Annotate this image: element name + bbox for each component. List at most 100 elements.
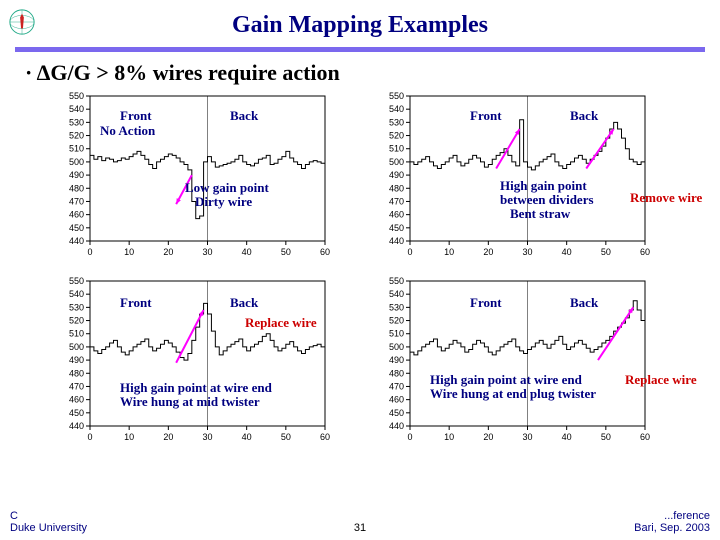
svg-text:520: 520 [69,131,84,141]
svg-text:440: 440 [69,236,84,246]
svg-text:530: 530 [389,117,404,127]
label-bl-midtwister: Wire hung at mid twister [120,395,260,409]
svg-text:470: 470 [389,381,404,391]
svg-text:480: 480 [69,368,84,378]
svg-text:460: 460 [69,395,84,405]
svg-text:0: 0 [87,247,92,257]
chart-bottom-left: 4404504604704804905005105205305405500102… [50,276,330,446]
svg-text:510: 510 [69,329,84,339]
svg-text:30: 30 [522,247,532,257]
svg-text:480: 480 [389,183,404,193]
label-br-endtwister: Wire hung at end plug twister [430,387,596,401]
svg-text:470: 470 [389,196,404,206]
svg-text:50: 50 [281,432,291,442]
svg-text:460: 460 [389,210,404,220]
svg-text:500: 500 [69,342,84,352]
label-tr-back: Back [570,109,598,123]
label-bl-back: Back [230,296,258,310]
label-bl-replace: Replace wire [245,316,317,330]
title-divider [15,47,705,52]
svg-text:40: 40 [562,247,572,257]
label-bl-front: Front [120,296,152,310]
svg-text:30: 30 [202,432,212,442]
svg-text:40: 40 [242,432,252,442]
footer-right-2: Bari, Sep. 2003 [634,522,710,534]
svg-text:450: 450 [69,223,84,233]
svg-text:540: 540 [69,104,84,114]
chart-bottom-right: 4404504604704804905005105205305405500102… [370,276,650,446]
svg-text:440: 440 [389,236,404,246]
svg-text:10: 10 [444,432,454,442]
svg-text:490: 490 [69,170,84,180]
svg-text:540: 540 [389,104,404,114]
label-tl-back: Back [230,109,258,123]
svg-text:30: 30 [522,432,532,442]
svg-text:440: 440 [389,421,404,431]
svg-text:490: 490 [389,355,404,365]
svg-text:530: 530 [389,302,404,312]
svg-text:20: 20 [483,432,493,442]
svg-text:490: 490 [69,355,84,365]
label-tl-dirty: Dirty wire [195,195,252,209]
svg-text:50: 50 [281,247,291,257]
svg-text:20: 20 [163,432,173,442]
svg-text:30: 30 [202,247,212,257]
svg-text:500: 500 [389,157,404,167]
svg-text:0: 0 [87,432,92,442]
svg-text:60: 60 [640,432,650,442]
svg-text:500: 500 [389,342,404,352]
svg-text:490: 490 [389,170,404,180]
chart-top-left: 4404504604704804905005105205305405500102… [50,91,330,261]
svg-text:10: 10 [444,247,454,257]
svg-text:40: 40 [562,432,572,442]
svg-text:450: 450 [389,408,404,418]
svg-text:0: 0 [407,432,412,442]
slide-title: Gain Mapping Examples [0,0,720,47]
svg-text:550: 550 [69,276,84,286]
footer-left: C Duke University [10,510,87,534]
svg-text:500: 500 [69,157,84,167]
svg-text:480: 480 [69,183,84,193]
label-tr-front: Front [470,109,502,123]
svg-text:470: 470 [69,196,84,206]
svg-text:20: 20 [163,247,173,257]
svg-text:510: 510 [389,329,404,339]
svg-text:510: 510 [389,144,404,154]
svg-text:530: 530 [69,117,84,127]
svg-text:50: 50 [601,247,611,257]
svg-text:530: 530 [69,302,84,312]
svg-text:60: 60 [320,432,330,442]
svg-text:510: 510 [69,144,84,154]
svg-text:40: 40 [242,247,252,257]
footer-right-1: ...ference [664,510,710,522]
footer-right: ...ference Bari, Sep. 2003 [634,510,710,534]
logo-icon [8,8,36,36]
svg-text:460: 460 [389,395,404,405]
footer-left-2: Duke University [10,522,87,534]
svg-text:550: 550 [389,276,404,286]
svg-text:520: 520 [389,131,404,141]
svg-text:460: 460 [69,210,84,220]
page-number: 31 [354,522,366,534]
svg-text:440: 440 [69,421,84,431]
chart-top-right: 4404504604704804905005105205305405500102… [370,91,650,261]
svg-text:0: 0 [407,247,412,257]
svg-text:520: 520 [389,316,404,326]
svg-text:10: 10 [124,247,134,257]
svg-text:10: 10 [124,432,134,442]
footer-left-1: C [10,510,18,522]
bullet-text: · ΔG/G > 8% wires require action [25,60,720,86]
label-tl-noaction: No Action [100,124,155,138]
label-br-replace: Replace wire [625,373,697,387]
label-tr-bent: Bent straw [510,207,570,221]
svg-text:450: 450 [69,408,84,418]
label-br-back: Back [570,296,598,310]
svg-text:540: 540 [69,289,84,299]
label-tr-remove: Remove wire [630,191,702,205]
svg-text:540: 540 [389,289,404,299]
svg-text:60: 60 [320,247,330,257]
svg-text:470: 470 [69,381,84,391]
svg-text:60: 60 [640,247,650,257]
label-tl-front: Front [120,109,152,123]
label-br-front: Front [470,296,502,310]
